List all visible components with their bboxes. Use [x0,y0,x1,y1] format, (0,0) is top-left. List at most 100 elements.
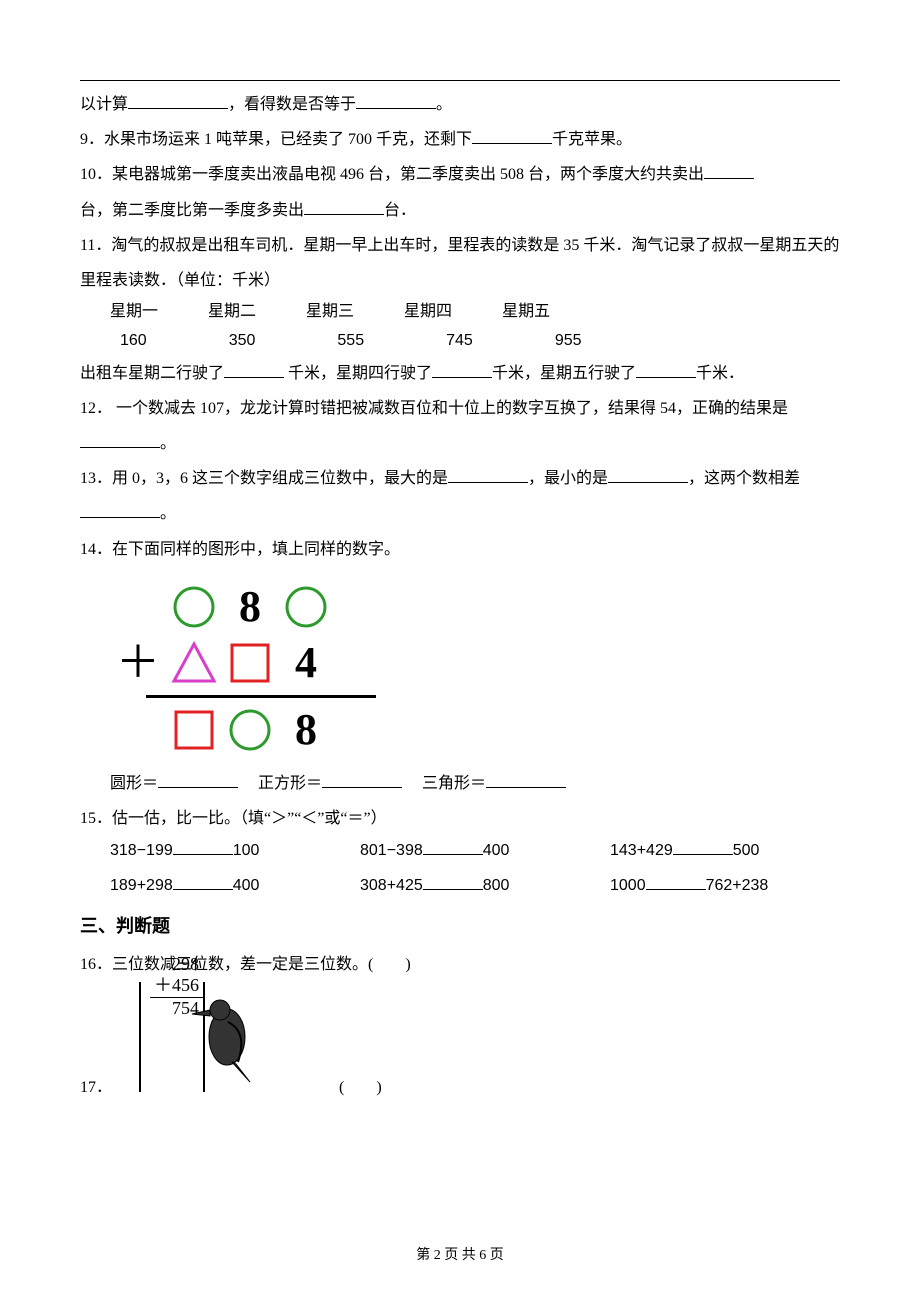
q11-stem: 11．淘气的叔叔是出租车司机．星期一早上出车时，里程表的读数是 35 千米．淘气… [80,228,840,298]
plus-sign: ＋ [154,975,172,995]
text: 台，第二季度比第一季度多卖出 [80,202,304,219]
cell: 160 [120,327,147,356]
q15: 15．估一估，比一比。（填“＞”“＜”或“＝”） 318−199100 801−… [80,801,840,901]
footer-text: 页 共 [441,1248,480,1263]
text: 以计算 [80,96,128,113]
q17-number: 17． [80,1070,112,1105]
text: 千克苹果。 [552,131,632,148]
sum: 754 [150,997,203,1019]
col-head: 星期二 [208,298,256,327]
rhs: 762+238 [706,877,769,894]
rhs: 400 [483,842,510,859]
page-footer: 第 2 页 共 6 页 [0,1241,920,1272]
lhs: 801−398 [360,842,423,859]
q14-stem: 14．在下面同样的图形中，填上同样的数字。 [80,532,840,567]
lhs: 189+298 [110,877,173,894]
label: 圆形＝ [110,775,158,792]
blank [80,431,160,448]
text: 。 [160,505,176,522]
q10: 10．某电器城第一季度卖出液晶电视 496 台，第二季度卖出 508 台，两个季… [80,157,840,227]
q8-continuation: 以计算 ，看得数是否等于 。 [80,87,840,122]
text: ，看得数是否等于 [228,96,356,113]
label: 正方形＝ [258,775,322,792]
digit: 8 [239,585,261,629]
digit: 8 [295,708,317,752]
text: 12． 一个数减去 107，龙龙计算时错把被减数百位和十位上的数字互换了，结果得… [80,400,788,417]
addend-b: 456 [172,975,199,995]
blank [486,771,566,788]
square-icon [228,641,272,685]
circle-icon [283,584,329,630]
q11-table-values: 160 350 555 745 955 [120,327,840,356]
text: 9．水果市场运来 1 吨苹果，已经卖了 700 千克，还剩下 [80,131,472,148]
digit: 4 [295,641,317,685]
col-head: 星期四 [404,298,452,327]
blank [636,361,696,378]
q11: 11．淘气的叔叔是出租车司机．星期一早上出车时，里程表的读数是 35 千米．淘气… [80,228,840,391]
blank [128,92,228,109]
blank [673,838,733,855]
text: 台． [384,202,416,219]
section-3-title: 三、判断题 [80,907,840,947]
compare-item: 1000 762+238 [610,871,860,901]
rhs: 800 [483,877,510,894]
col-head: 星期一 [110,298,158,327]
cell: 745 [446,327,473,356]
q14-answers: 圆形＝ 正方形＝ 三角形＝ [110,766,840,801]
compare-item: 801−398 400 [360,836,610,866]
q17-paren: ( ) [339,1070,382,1105]
blank [704,162,754,179]
compare-item: 318−199100 [110,836,360,866]
blank [423,873,483,890]
lhs: 308+425 [360,877,423,894]
compare-item: 189+298 400 [110,871,360,901]
circle-icon [171,584,217,630]
text: ，这两个数相差 [688,470,800,487]
q17: 17． 298 ＋456 754 [80,982,840,1105]
blank [304,198,384,215]
blank [356,92,436,109]
lhs: 1000 [610,877,646,894]
blank [173,838,233,855]
rhs: 400 [233,877,260,894]
blank [608,466,688,483]
q12: 12． 一个数减去 107，龙龙计算时错把被减数百位和十位上的数字互换了，结果得… [80,391,840,461]
page-current: 2 [434,1248,441,1263]
compare-item: 308+425 800 [360,871,610,901]
q15-grid: 318−199100 801−398 400 143+429 500 189+298… [110,836,840,901]
blank [80,501,160,518]
cell: 350 [229,327,256,356]
blank [224,361,284,378]
q11-table-header: 星期一 星期二 星期三 星期四 星期五 [110,298,840,327]
blank [158,771,238,788]
q17-figure: 298 ＋456 754 [132,982,319,1105]
triangle-icon [170,639,218,687]
puzzle-row-3: 8 [110,702,370,758]
q11-fill: 出租车星期二行驶了 千米，星期四行驶了千米，星期五行驶了千米． [80,356,840,391]
puzzle-row-1: 8 [110,579,370,635]
text: 。 [436,96,452,113]
cell: 955 [555,327,582,356]
shape-puzzle: 8 ＋ 4 8 [110,579,370,758]
lhs: 143+429 [610,842,673,859]
footer-text: 第 [416,1248,434,1263]
col-head: 星期五 [502,298,550,327]
text: 千米，星期四行驶了 [284,365,432,382]
square-icon [172,708,216,752]
blank [423,838,483,855]
top-rule [80,80,840,81]
label: 三角形＝ [422,775,486,792]
circle-icon [227,707,273,753]
text: 出租车星期二行驶了 [80,365,224,382]
blank [646,873,706,890]
blank [472,127,552,144]
rhs: 500 [733,842,760,859]
text: 13．用 0，3，6 这三个数字组成三位数中，最大的是 [80,470,448,487]
text: 10．某电器城第一季度卖出液晶电视 496 台，第二季度卖出 508 台，两个季… [80,166,704,183]
text: ，最小的是 [528,470,608,487]
q13: 13．用 0，3，6 这三个数字组成三位数中，最大的是 ，最小的是 ，这两个数相差。 [80,461,840,531]
col-head: 星期三 [306,298,354,327]
puzzle-row-2: ＋ 4 [110,635,370,691]
rhs: 100 [233,842,260,859]
page: 以计算，看得数是否等于。 9．水果市场运来 1 吨苹果，已经卖了 700 千克，… [0,0,920,1302]
